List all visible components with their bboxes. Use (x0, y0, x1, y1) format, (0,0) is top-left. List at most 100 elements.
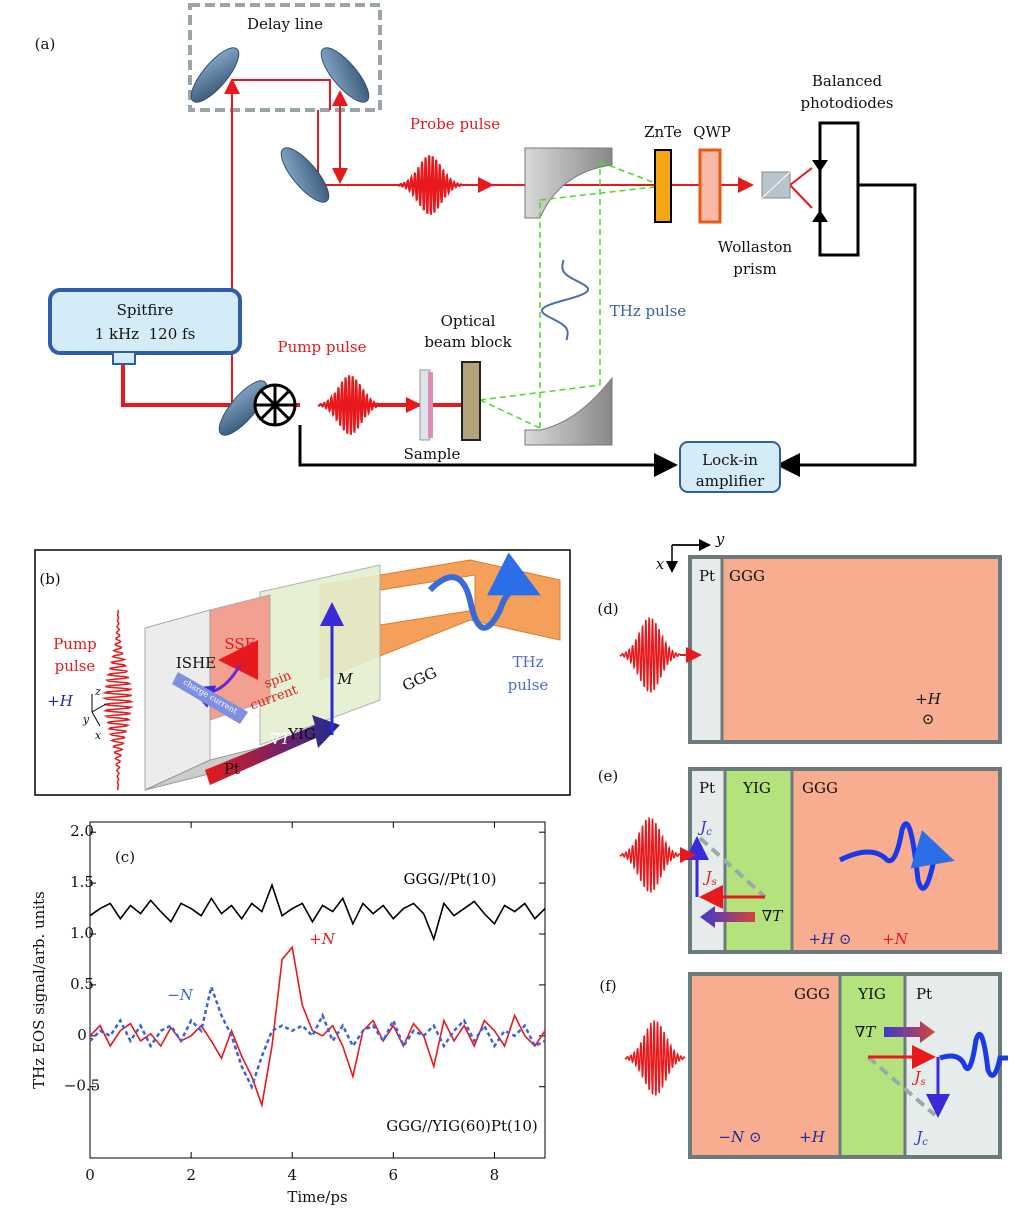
annotation: GGG//YIG(60)Pt(10) (386, 1117, 538, 1135)
grad-t-arrow (205, 715, 340, 785)
yig-layer (840, 974, 905, 1157)
block-label: Optical (441, 312, 496, 330)
panel-e: (e) Pt YIG GGG Jc Js ∇T +H ⊙ +N (598, 767, 1002, 954)
wollaston-label: Wollaston (718, 238, 793, 256)
x-tick-label: 8 (490, 1166, 500, 1184)
photodiode-label: Balanced (812, 72, 883, 90)
axis-label: z (94, 685, 101, 698)
pump-pulse (317, 375, 383, 435)
js-main: J (702, 868, 712, 886)
axis-label: x (95, 729, 102, 742)
panel-label: (c) (115, 848, 135, 866)
h-label: +H (47, 692, 74, 710)
dash-guide (698, 836, 767, 899)
pump-pulse (619, 817, 681, 893)
grad-t-label: ∇T (762, 907, 783, 925)
prism-line (761, 171, 791, 199)
divider (838, 974, 907, 1157)
n-label: +N (882, 930, 909, 948)
mirror (190, 47, 240, 103)
series-label: GGG//Pt(10) (404, 870, 497, 888)
qwp (698, 148, 722, 224)
mirror (218, 380, 268, 436)
wollaston-label: prism (733, 260, 777, 278)
thz-label: THz (513, 653, 544, 671)
block-label: beam block (424, 333, 512, 351)
panel-label: (f) (599, 977, 616, 995)
beam (232, 79, 331, 110)
lockin-box (679, 441, 781, 493)
ggg-label: GGG (802, 779, 838, 797)
y-tick-label: 0 (77, 1026, 87, 1044)
h-label: +H (915, 690, 942, 708)
js-main: J (911, 1068, 921, 1086)
spitfire-box (48, 288, 242, 355)
thz-wave (838, 821, 955, 891)
y-tick-label: −0.5 (64, 1077, 100, 1095)
photodiode-label: photodiodes (801, 94, 894, 112)
thz-label: pulse (508, 676, 549, 694)
pump-label: Pump pulse (278, 338, 367, 356)
x-axis-label: Time/ps (287, 1188, 347, 1206)
grad-t-label: ∇T (270, 730, 291, 748)
series-line (89, 945, 546, 1109)
beam-block (461, 361, 481, 441)
ishe-label: ISHE (176, 654, 216, 672)
laser-port (112, 351, 136, 365)
series-line (89, 982, 546, 1091)
parabolic-mirror (524, 376, 613, 446)
ggg-layer (792, 769, 1000, 952)
parabolic-mirror (524, 147, 613, 219)
grad-t-arrow (700, 906, 755, 928)
js-sub: s (711, 877, 716, 888)
x-tick-label: 4 (287, 1166, 297, 1184)
sse-label: SSE (224, 635, 255, 653)
chopper-blades (255, 385, 295, 425)
mirror (280, 147, 330, 203)
y-tick-label: 0.5 (70, 975, 94, 993)
charge-arrow (172, 672, 248, 724)
js-label: Js (911, 1068, 925, 1088)
yig-label: YIG (742, 779, 771, 797)
h-label: +H (799, 1128, 826, 1146)
jc-label: Jc (697, 818, 712, 838)
pump-pulse (619, 617, 681, 693)
thz-label: THz pulse (610, 302, 687, 320)
pump-pulse (101, 609, 135, 791)
axis-label: x (656, 555, 665, 573)
y-tick-label: 2.0 (70, 822, 94, 840)
ggg-layer (723, 557, 1000, 742)
panel-label: (a) (35, 35, 56, 53)
probe-label: Probe pulse (410, 115, 500, 133)
znte-label: ZnTe (644, 123, 682, 141)
ggg-layer (690, 974, 840, 1157)
series-label: +N (309, 930, 336, 948)
x-tick-label: 2 (186, 1166, 196, 1184)
probe-pulse (397, 155, 463, 215)
jc-sub: c (706, 827, 712, 838)
sample-film (428, 372, 433, 438)
lockin-label: Lock-in (702, 451, 758, 469)
yig-label: YIG (857, 985, 886, 1003)
odot: ⊙ (922, 710, 935, 728)
ggg-label: GGG (729, 567, 765, 585)
axis-label: y (715, 530, 725, 548)
thz-wave (427, 552, 541, 631)
jc-main: J (913, 1128, 923, 1146)
jc-main: J (697, 818, 707, 836)
pump-label: pulse (55, 657, 96, 675)
h-label: +H ⊙ (809, 930, 852, 948)
spitfire-spec: 1 kHz 120 fs (95, 325, 196, 343)
dash-guide (866, 1055, 937, 1117)
delay-box (188, 3, 382, 112)
x-tick-label: 6 (389, 1166, 399, 1184)
chopper-ref (298, 425, 678, 477)
qwp-label: QWP (693, 123, 731, 141)
axis-label: y (82, 713, 90, 726)
pt-label: Pt (699, 779, 715, 797)
panel-f: (f) GGG YIG Pt ∇T Js Jc −N ⊙ +H (599, 972, 1008, 1159)
n-label: −N ⊙ (718, 1128, 761, 1146)
panel-c: (c) 0 2 4 6 8 −0.5 0 0.5 1.0 1.5 2.0 Time/ps THz EOS … (30, 821, 546, 1206)
jc-label: Jc (913, 1128, 928, 1148)
